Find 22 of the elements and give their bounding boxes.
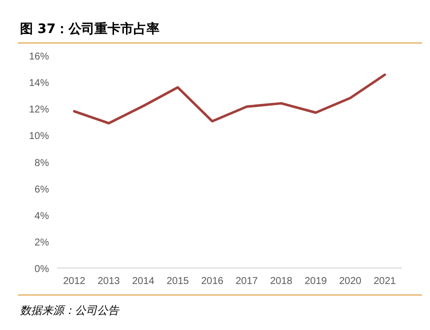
- x-tick-label: 2013: [98, 276, 120, 287]
- x-tick-label: 2015: [166, 276, 190, 287]
- y-tick-label: 16%: [28, 52, 50, 62]
- y-tick-label: 4%: [34, 210, 50, 222]
- y-tick-label: 6%: [34, 184, 50, 196]
- x-tick-label: 2019: [304, 276, 328, 287]
- x-tick-label: 2017: [236, 276, 258, 287]
- x-tick-label: 2018: [270, 276, 293, 287]
- y-tick-label: 14%: [28, 78, 50, 90]
- y-tick-label: 10%: [28, 131, 50, 142]
- y-tick-label: 2%: [34, 237, 50, 248]
- source-note: 数据来源：公司公告: [20, 304, 120, 317]
- chart-title: 图 37：公司重卡市占率: [20, 21, 160, 37]
- x-tick-label: 2016: [201, 276, 224, 287]
- x-tick-label: 2012: [63, 276, 86, 287]
- y-tick-label: 8%: [34, 158, 50, 169]
- y-tick-label: 0%: [34, 264, 50, 275]
- x-tick-label: 2020: [339, 276, 362, 287]
- y-tick-label: 12%: [28, 104, 50, 116]
- x-tick-label: 2021: [374, 276, 396, 287]
- line-series: [73, 74, 386, 124]
- x-tick-label: 2014: [132, 276, 155, 287]
